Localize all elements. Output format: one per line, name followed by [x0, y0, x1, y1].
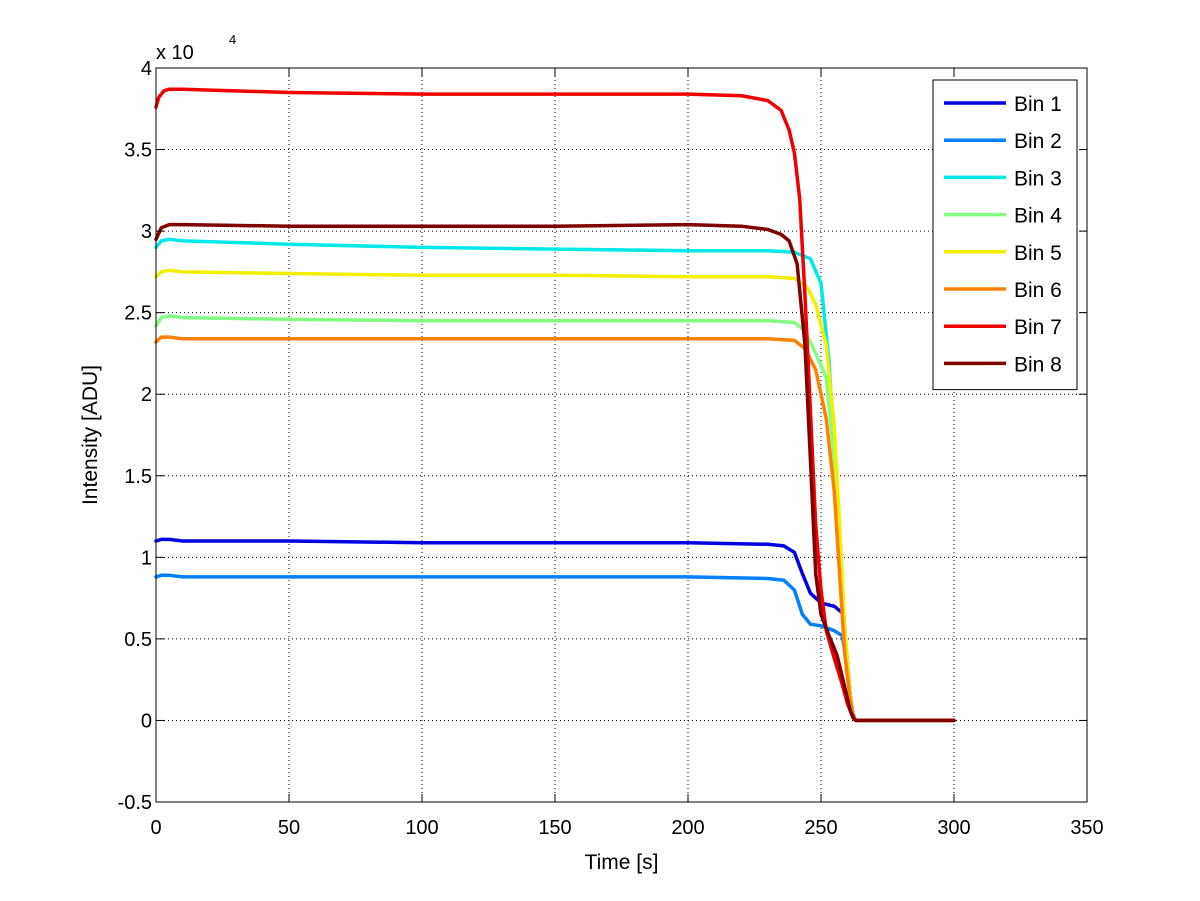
- y-multiplier-exponent: 4: [229, 32, 236, 47]
- series-line-8: [154, 222, 956, 723]
- x-tick-label: 50: [278, 817, 300, 839]
- y-tick-label: 4: [141, 58, 152, 80]
- legend-label: Bin 7: [1014, 316, 1062, 339]
- y-tick-label: 1: [141, 547, 152, 569]
- x-axis-label: Time [s]: [585, 851, 659, 874]
- plot-area: [155, 67, 1088, 803]
- y-tick-label: 1.5: [124, 466, 152, 488]
- series-group: [154, 87, 956, 723]
- x-tick-label: 150: [538, 817, 571, 839]
- x-tick-label: 100: [405, 817, 438, 839]
- y-tick-label: 3: [141, 221, 152, 243]
- legend-label: Bin 8: [1014, 353, 1062, 376]
- y-multiplier-base: x 10: [156, 42, 194, 64]
- y-axis-label: Intensity [ADU]: [79, 365, 102, 505]
- y-tick-label: 3.5: [124, 140, 152, 162]
- x-tick-label: 0: [150, 817, 161, 839]
- y-tick-label: 0.5: [124, 629, 152, 651]
- legend-label: Bin 3: [1014, 167, 1062, 190]
- legend-label: Bin 2: [1014, 130, 1062, 153]
- legend-label: Bin 4: [1014, 205, 1062, 228]
- legend-label: Bin 1: [1014, 93, 1062, 116]
- y-axis-multiplier: x 10 4: [156, 32, 236, 64]
- legend-box: [932, 79, 1078, 391]
- legend-label: Bin 5: [1014, 242, 1062, 265]
- series-line-6: [154, 335, 956, 723]
- legend: Bin 1 Bin 2 Bin 3 Bin 4 Bin 5 Bin 6 Bin 7 Bin 8: [932, 79, 1078, 391]
- legend-label: Bin 6: [1014, 279, 1062, 302]
- series-line-7: [154, 87, 956, 723]
- x-tick-label: 200: [671, 817, 704, 839]
- x-tick-label: 250: [804, 817, 837, 839]
- y-tick-label: 2.5: [124, 303, 152, 325]
- x-tick-label: 350: [1070, 817, 1103, 839]
- x-tick-label: 300: [937, 817, 970, 839]
- y-tick-label: -0.5: [118, 792, 152, 814]
- y-tick-label: 0: [141, 710, 152, 732]
- axis-ticks: 0 50 100 150 200 250 300 350 -0.5 0 0.5 1 1.5 2 2.5 3 3.…: [118, 58, 1104, 839]
- y-tick-label: 2: [141, 384, 152, 406]
